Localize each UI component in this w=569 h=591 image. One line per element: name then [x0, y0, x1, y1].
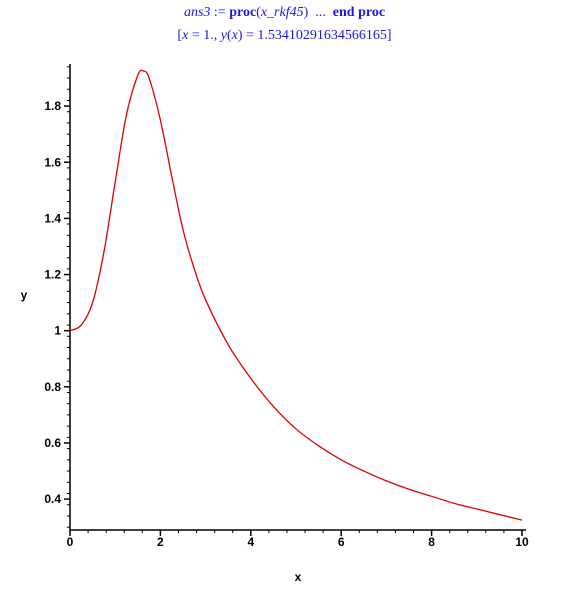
assign-operator: :=: [210, 5, 230, 20]
x-tick-label: 10: [515, 535, 529, 549]
close-paren: ): [303, 5, 309, 20]
y-tick-label: 0.4: [44, 492, 61, 506]
x-equals: = 1.,: [188, 28, 221, 43]
y-tick-label: 1.6: [44, 155, 61, 169]
proc-argument: x_rkf45: [260, 5, 304, 20]
open-bracket: [: [177, 28, 183, 43]
paren-open: (: [226, 28, 232, 43]
proc-keyword: proc: [229, 5, 257, 20]
x-tick-label: 0: [67, 535, 74, 549]
series-line: [69, 69, 523, 521]
procedure-output-line: ans3 := proc(x_rkf45) ... end proc: [0, 5, 569, 21]
axis-ticks: 0 2 4 6 8 10 0.4 0.6 0.8 1 1.2 1.4 1.6 1.8: [44, 66, 529, 549]
y-tick-label: 1: [54, 324, 61, 338]
close-bracket: ]: [386, 28, 392, 43]
x-tick-label: 8: [428, 535, 435, 549]
variable-name: ans3: [183, 5, 211, 20]
y-tick-label: 1.4: [44, 211, 61, 225]
y-tick-label: 1.2: [44, 268, 61, 282]
y-equals: = 1.53410291634566165: [242, 28, 387, 43]
end-proc-keyword: end proc: [332, 5, 386, 20]
x-tick-label: 4: [247, 535, 254, 549]
x-arg-symbol: x: [231, 28, 238, 43]
x-symbol: x: [182, 28, 189, 43]
y-tick-label: 1.8: [44, 99, 61, 113]
y-symbol: y: [220, 28, 227, 43]
x-axis-label: x: [295, 570, 302, 584]
y-tick-label: 0.8: [44, 380, 61, 394]
y-axis-label: y: [21, 288, 28, 302]
ellipsis: ...: [308, 5, 333, 20]
x-tick-label: 2: [157, 535, 164, 549]
x-tick-label: 6: [338, 535, 345, 549]
paren-close: ): [237, 28, 243, 43]
open-paren: (: [256, 5, 261, 20]
y-tick-label: 0.6: [44, 436, 61, 450]
result-output-line: [x = 1., y(x) = 1.53410291634566165]: [0, 28, 569, 44]
